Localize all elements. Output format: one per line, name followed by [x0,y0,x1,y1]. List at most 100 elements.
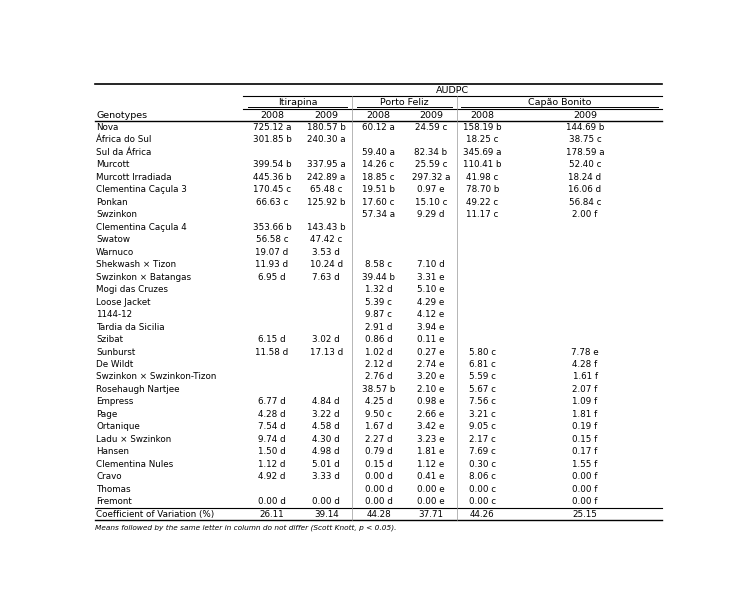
Text: 5.39 c: 5.39 c [365,297,392,306]
Text: 2.91 d: 2.91 d [365,323,392,332]
Text: 60.12 a: 60.12 a [362,123,395,132]
Text: 4.58 d: 4.58 d [312,423,340,432]
Text: 0.15 f: 0.15 f [573,435,598,444]
Text: 4.92 d: 4.92 d [258,473,286,481]
Text: 3.21 c: 3.21 c [469,410,496,419]
Text: Thomas: Thomas [96,485,130,494]
Text: 3.22 d: 3.22 d [312,410,340,419]
Text: 3.31 e: 3.31 e [417,273,444,282]
Text: 56.58 c: 56.58 c [256,235,288,244]
Text: 65.48 c: 65.48 c [310,185,343,194]
Text: 2.10 e: 2.10 e [417,385,444,394]
Text: 17.60 c: 17.60 c [363,198,395,207]
Text: 1.09 f: 1.09 f [573,397,598,406]
Text: 3.33 d: 3.33 d [312,473,340,481]
Text: 445.36 b: 445.36 b [253,173,291,182]
Text: 0.86 d: 0.86 d [365,335,392,344]
Text: 3.42 e: 3.42 e [417,423,444,432]
Text: 4.98 d: 4.98 d [312,447,340,456]
Text: 7.78 e: 7.78 e [571,347,599,356]
Text: 0.15 d: 0.15 d [365,460,392,469]
Text: 0.00 d: 0.00 d [365,473,393,481]
Text: 170.45 c: 170.45 c [253,185,291,194]
Text: 0.00 e: 0.00 e [417,497,444,506]
Text: 2.74 e: 2.74 e [417,360,444,369]
Text: 78.70 b: 78.70 b [466,185,499,194]
Text: Page: Page [96,410,117,419]
Text: 1144-12: 1144-12 [96,310,132,319]
Text: 25.59 c: 25.59 c [415,160,447,169]
Text: 0.00 e: 0.00 e [417,485,444,494]
Text: Cravo: Cravo [96,473,122,481]
Text: Loose Jacket: Loose Jacket [96,297,150,306]
Text: 0.79 d: 0.79 d [365,447,392,456]
Text: Capão Bonito: Capão Bonito [528,98,591,107]
Text: 1.67 d: 1.67 d [365,423,392,432]
Text: Clementina Caçula 4: Clementina Caçula 4 [96,223,187,232]
Text: 242.89 a: 242.89 a [307,173,346,182]
Text: Coefficient of Variation (%): Coefficient of Variation (%) [96,510,214,519]
Text: 399.54 b: 399.54 b [253,160,291,169]
Text: 2008: 2008 [260,111,284,120]
Text: 56.84 c: 56.84 c [569,198,601,207]
Text: 37.71: 37.71 [419,510,444,519]
Text: 1.12 d: 1.12 d [258,460,286,469]
Text: 1.55 f: 1.55 f [573,460,598,469]
Text: 19.07 d: 19.07 d [256,248,289,256]
Text: 44.26: 44.26 [470,510,495,519]
Text: Shekwash × Tizon: Shekwash × Tizon [96,260,176,269]
Text: 0.97 e: 0.97 e [417,185,444,194]
Text: 82.34 b: 82.34 b [414,148,447,157]
Text: 6.95 d: 6.95 d [258,273,286,282]
Text: 25.15: 25.15 [573,510,598,519]
Text: Swzinkon: Swzinkon [96,210,137,219]
Text: 17.13 d: 17.13 d [310,347,343,356]
Text: 5.01 d: 5.01 d [312,460,340,469]
Text: Empress: Empress [96,397,133,406]
Text: 16.06 d: 16.06 d [568,185,601,194]
Text: 1.50 d: 1.50 d [258,447,286,456]
Text: 9.74 d: 9.74 d [258,435,286,444]
Text: 39.14: 39.14 [314,510,339,519]
Text: 9.87 c: 9.87 c [365,310,392,319]
Text: 5.80 c: 5.80 c [469,347,496,356]
Text: 3.53 d: 3.53 d [312,248,340,256]
Text: 178.59 a: 178.59 a [566,148,604,157]
Text: 0.00 c: 0.00 c [469,497,496,506]
Text: 2009: 2009 [419,111,443,120]
Text: 38.75 c: 38.75 c [569,135,601,144]
Text: 2008: 2008 [366,111,391,120]
Text: Swatow: Swatow [96,235,130,244]
Text: 297.32 a: 297.32 a [411,173,450,182]
Text: Mogi das Cruzes: Mogi das Cruzes [96,285,168,294]
Text: 1.32 d: 1.32 d [365,285,392,294]
Text: 4.28 f: 4.28 f [573,360,598,369]
Text: 125.92 b: 125.92 b [307,198,346,207]
Text: Genotypes: Genotypes [96,111,147,120]
Text: 18.24 d: 18.24 d [568,173,601,182]
Text: 59.40 a: 59.40 a [362,148,395,157]
Text: 7.10 d: 7.10 d [417,260,444,269]
Text: Ponkan: Ponkan [96,198,128,207]
Text: 0.00 f: 0.00 f [573,485,598,494]
Text: Nova: Nova [96,123,119,132]
Text: 144.69 b: 144.69 b [566,123,604,132]
Text: 2.12 d: 2.12 d [365,360,392,369]
Text: 110.41 b: 110.41 b [463,160,501,169]
Text: 337.95 a: 337.95 a [307,160,346,169]
Text: 0.00 d: 0.00 d [365,485,393,494]
Text: 6.77 d: 6.77 d [258,397,286,406]
Text: 10.24 d: 10.24 d [310,260,343,269]
Text: 3.23 e: 3.23 e [417,435,444,444]
Text: 0.00 f: 0.00 f [573,473,598,481]
Text: Ortanique: Ortanique [96,423,140,432]
Text: Murcott: Murcott [96,160,130,169]
Text: 7.54 d: 7.54 d [258,423,286,432]
Text: Clementina Caçula 3: Clementina Caçula 3 [96,185,187,194]
Text: 2008: 2008 [470,111,495,120]
Text: 2.27 d: 2.27 d [365,435,392,444]
Text: Warnuco: Warnuco [96,248,134,256]
Text: 180.57 b: 180.57 b [307,123,346,132]
Text: 2.76 d: 2.76 d [365,373,392,382]
Text: 52.40 c: 52.40 c [569,160,601,169]
